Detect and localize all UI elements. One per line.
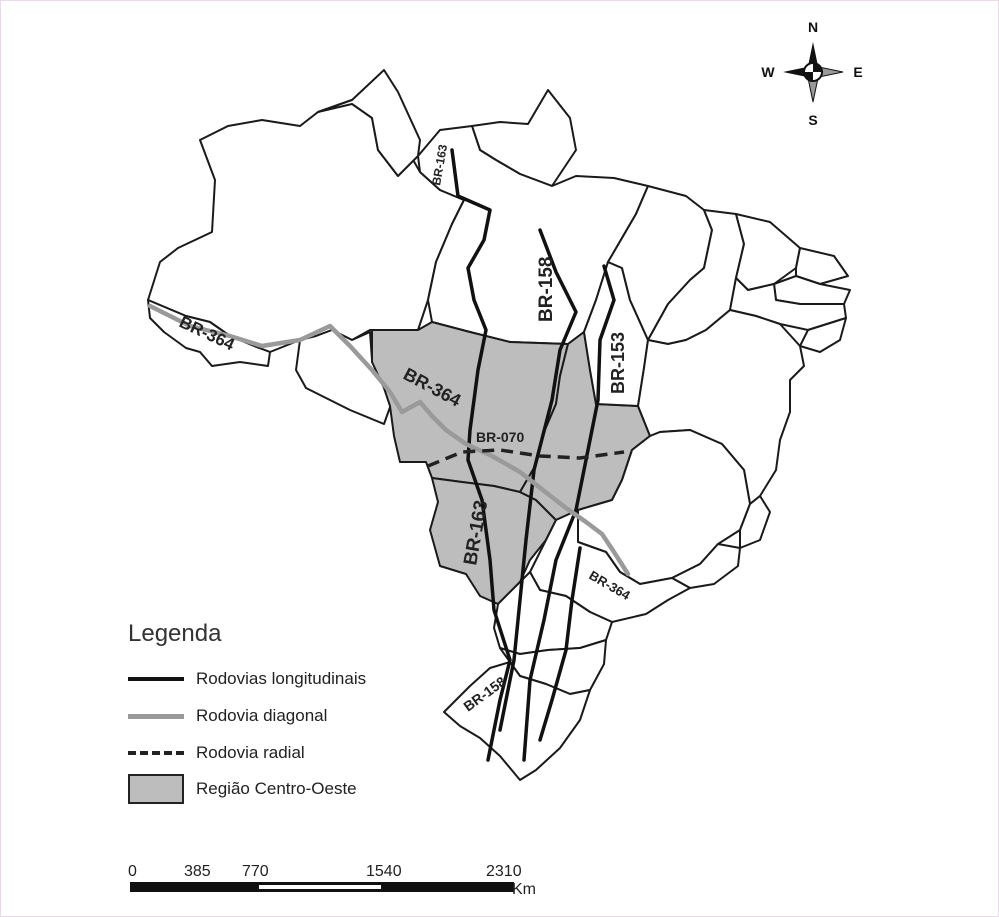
road-br158-line — [498, 228, 578, 732]
legend-symbol-gray-line — [128, 703, 184, 729]
label-br070: BR-070 — [476, 429, 524, 445]
road-br163-line — [450, 148, 512, 762]
states-layer — [147, 69, 851, 781]
road-br153-line — [522, 264, 616, 762]
compass-north: N — [808, 19, 818, 35]
legend-label: Rodovia radial — [196, 743, 305, 762]
scale-tick-2: 770 — [242, 863, 269, 880]
scale-tick-4: 2310 — [486, 863, 522, 880]
legend-symbol-black-line — [128, 666, 184, 692]
road-longitudinal-south — [538, 546, 582, 742]
legend-item-diagonal: Rodovia diagonal — [128, 701, 327, 731]
label-br158-north: BR-158 — [536, 257, 557, 322]
road-br364-line — [147, 303, 631, 577]
label-br153: BR-153 — [608, 332, 628, 394]
scale-tick-3: 1540 — [366, 863, 402, 880]
legend-item-centro-oeste: Região Centro-Oeste — [128, 774, 357, 804]
compass-west: W — [761, 64, 775, 80]
legend-symbol-dashed-line — [128, 740, 184, 766]
legend-title: Legenda — [128, 620, 222, 647]
compass-east: E — [853, 64, 862, 80]
road-br070-line — [427, 448, 625, 468]
state-espirito-santo — [739, 495, 771, 549]
roads-layer — [147, 148, 631, 762]
scale-bar: 0 385 770 1540 2310 Km — [128, 863, 536, 898]
scale-tick-1: 385 — [184, 863, 211, 880]
legend-label: Região Centro-Oeste — [196, 779, 357, 798]
legend-item-radial: Rodovia radial — [128, 738, 305, 768]
state-mato-grosso-do-sul — [429, 477, 557, 605]
compass-south: S — [808, 112, 817, 128]
legend-item-longitudinal: Rodovias longitudinais — [128, 664, 366, 694]
scale-tick-0: 0 — [128, 863, 137, 880]
legend-label: Rodovias longitudinais — [196, 669, 367, 688]
scale-unit: Km — [512, 881, 536, 898]
legend-symbol-gray-area — [128, 774, 184, 804]
legend-label: Rodovia diagonal — [196, 706, 328, 725]
state-alagoas — [799, 317, 847, 353]
compass-rose-icon: N S E W — [761, 19, 862, 128]
